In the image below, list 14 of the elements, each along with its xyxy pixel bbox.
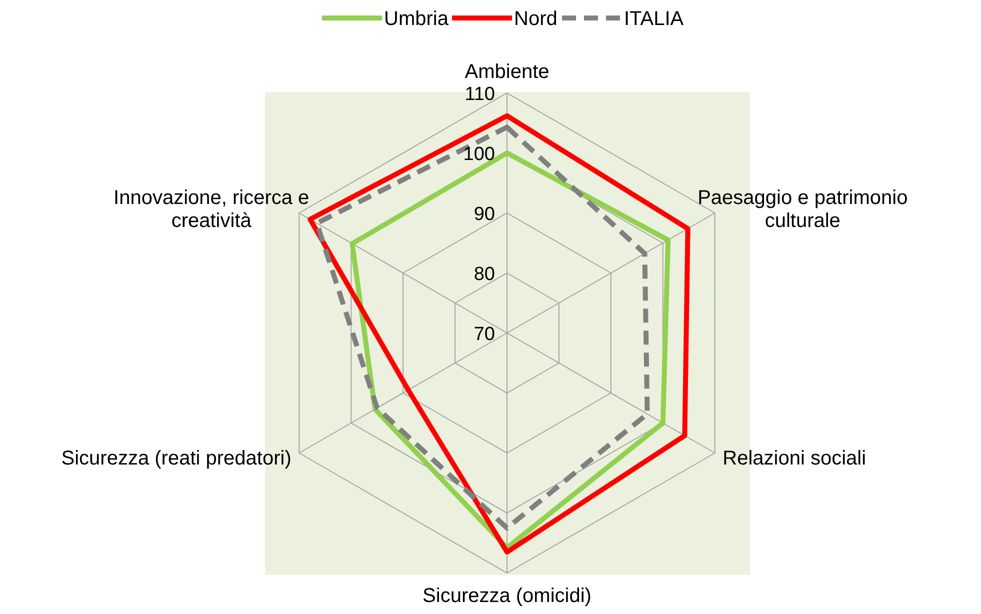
spoke-label: Sicurezza (omicidi)	[422, 585, 592, 607]
y-tick-label: 100	[463, 144, 495, 165]
spoke-label: Innovazione, ricerca e creatività	[114, 187, 310, 232]
y-tick-label: 70	[474, 324, 495, 345]
spoke-label: Paesaggio e patrimonio culturale	[698, 187, 908, 232]
y-tick-label: 90	[474, 204, 495, 225]
legend-label: Nord	[514, 8, 558, 30]
y-tick-label: 110	[464, 84, 495, 105]
spoke-label: Ambiente	[464, 61, 550, 83]
y-tick-label: 80	[474, 264, 495, 285]
spoke-label: Relazioni sociali	[722, 448, 866, 470]
legend-label: Umbria	[384, 8, 450, 30]
spoke-label: Sicurezza (reati predatori)	[61, 448, 292, 470]
legend-label: ITALIA	[624, 8, 684, 30]
